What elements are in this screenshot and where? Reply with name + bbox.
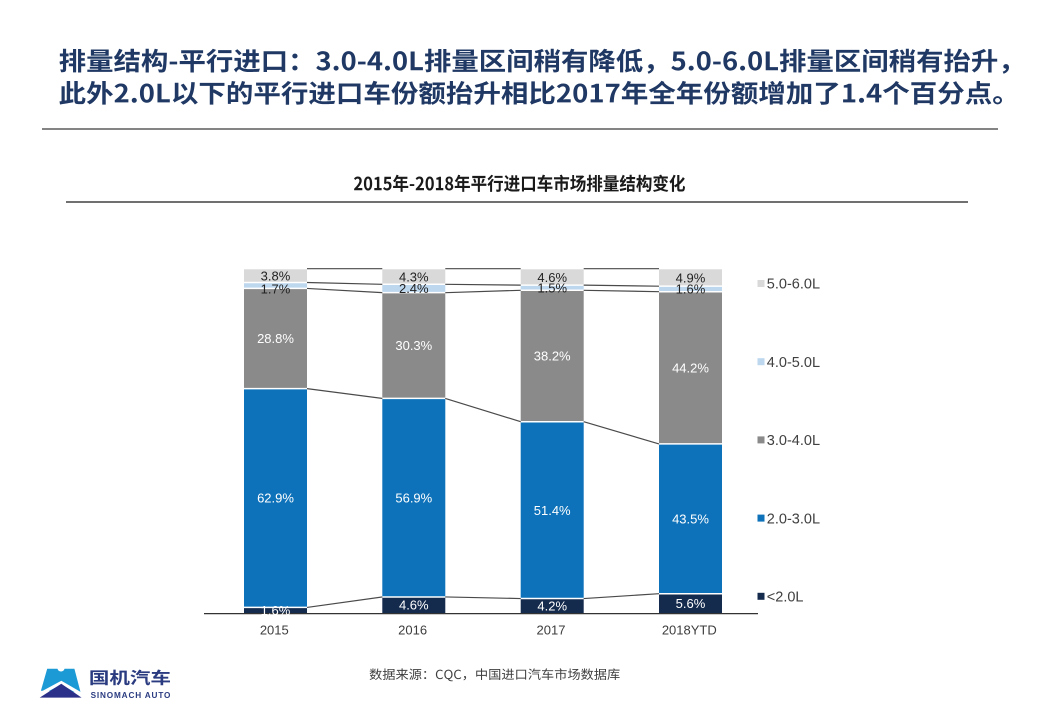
svg-text:5.0-6.0L: 5.0-6.0L [767,277,820,293]
svg-text:4.9%: 4.9% [676,270,706,285]
svg-text:4.0-5.0L: 4.0-5.0L [767,355,820,371]
svg-text:2.0-3.0L: 2.0-3.0L [767,511,820,527]
svg-text:4.2%: 4.2% [537,598,567,613]
svg-text:1.7%: 1.7% [261,281,291,296]
svg-text:62.9%: 62.9% [257,491,294,506]
svg-text:4.6%: 4.6% [537,270,567,285]
svg-text:3.0-4.0L: 3.0-4.0L [767,433,820,449]
svg-text:30.3%: 30.3% [395,338,432,353]
svg-text:2.4%: 2.4% [399,281,429,296]
svg-text:51.4%: 51.4% [534,503,571,518]
svg-text:2018YTD: 2018YTD [662,623,717,638]
svg-text:43.5%: 43.5% [672,512,709,527]
svg-text:SINOMACH AUTO: SINOMACH AUTO [91,691,172,700]
svg-text:2017: 2017 [537,623,566,638]
svg-text:56.9%: 56.9% [395,490,432,505]
svg-text:2015: 2015 [260,623,289,638]
svg-text:1.6%: 1.6% [261,603,291,618]
svg-text:1.5%: 1.5% [537,280,567,295]
svg-text:38.2%: 38.2% [534,349,571,364]
svg-text:5.6%: 5.6% [676,596,706,611]
svg-text:44.2%: 44.2% [672,361,709,376]
svg-text:4.6%: 4.6% [399,598,429,613]
svg-text:<2.0L: <2.0L [767,590,804,606]
svg-text:28.8%: 28.8% [257,331,294,346]
svg-text:4.3%: 4.3% [399,270,429,285]
svg-text:2016: 2016 [398,623,427,638]
svg-text:1.6%: 1.6% [676,282,706,297]
svg-text:3.8%: 3.8% [261,269,291,284]
